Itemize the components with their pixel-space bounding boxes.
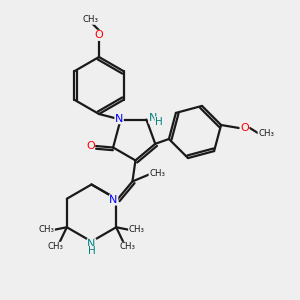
Text: H: H xyxy=(88,246,95,256)
Text: N: N xyxy=(110,195,118,205)
Text: O: O xyxy=(240,123,249,133)
Text: CH₃: CH₃ xyxy=(38,225,54,234)
Text: N: N xyxy=(115,114,123,124)
Text: O: O xyxy=(94,30,103,40)
Text: N: N xyxy=(149,113,157,123)
Text: CH₃: CH₃ xyxy=(258,129,274,138)
Text: CH₃: CH₃ xyxy=(82,15,99,24)
Text: CH₃: CH₃ xyxy=(149,169,165,178)
Text: CH₃: CH₃ xyxy=(129,225,145,234)
Text: N: N xyxy=(87,239,96,249)
Text: H: H xyxy=(155,117,163,127)
Text: CH₃: CH₃ xyxy=(120,242,136,251)
Text: O: O xyxy=(86,141,95,151)
Text: CH₃: CH₃ xyxy=(47,242,63,251)
